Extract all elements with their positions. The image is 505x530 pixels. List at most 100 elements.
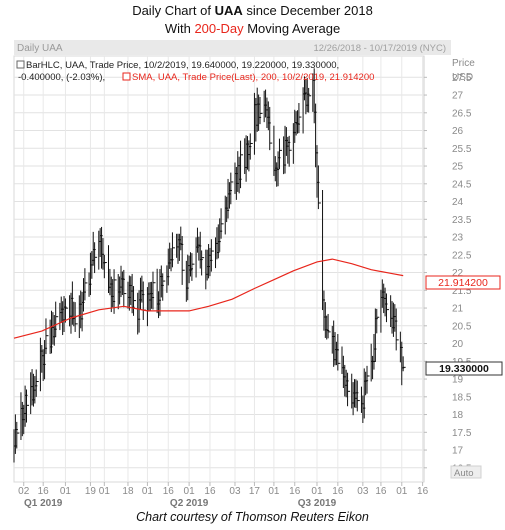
hlc-bar (327, 313, 331, 339)
x-tick-label: 01 (268, 486, 280, 497)
plot-area[interactable] (13, 55, 425, 483)
y-tick-label: 27 (452, 91, 464, 102)
hlc-bar (337, 334, 341, 371)
y-tick-label: 21 (452, 304, 464, 315)
x-tick-label: 03 (229, 486, 241, 497)
panel-date-range: 12/26/2018 - 10/17/2019 (NYC) (313, 43, 446, 54)
hlc-bar (278, 138, 282, 170)
hlc-bar (181, 236, 185, 285)
x-tick-label: 01 (311, 486, 323, 497)
y-tick-label: 25 (452, 162, 464, 173)
x-tick-label: 01 (60, 486, 72, 497)
legend-sma: SMA, UAA, Trade Price(Last), 200, 10/2/2… (132, 72, 374, 83)
chart-credit: Chart courtesy of Thomson Reuters Eikon (136, 510, 369, 524)
hlc-bar (64, 298, 68, 323)
y-tick-label: 22.5 (452, 250, 472, 261)
hlc-bar (356, 380, 360, 412)
hlc-bar (16, 421, 20, 449)
hlc-bar (347, 372, 351, 407)
quarter-label: Q3 2019 (298, 498, 337, 509)
hlc-bar (35, 369, 39, 397)
sma-value-tag: 21.914200 (425, 275, 501, 290)
y-tick-label: 27.5 (452, 73, 472, 84)
hlc-bar (220, 208, 224, 239)
x-tick-label: 18 (122, 486, 134, 497)
hlc-bar (376, 308, 380, 334)
y-tick-label: 25.5 (452, 144, 472, 155)
hlc-bar (385, 293, 389, 323)
hlc-bar (249, 133, 253, 160)
hlc-bar (395, 308, 399, 351)
x-tick-label: 16 (38, 486, 50, 497)
price-bars (13, 68, 406, 463)
sma-value-tag-text: 21.914200 (438, 277, 488, 289)
axis-header-price: Price (452, 58, 475, 69)
y-tick-label: 17 (452, 446, 464, 457)
gridlines (14, 56, 424, 482)
x-tick-label: 01 (184, 486, 196, 497)
hlc-bar (230, 172, 234, 205)
y-axis-ticks: 16.51717.51818.51919.52020.52121.52222.5… (424, 73, 472, 474)
hlc-bar (259, 96, 263, 125)
y-tick-label: 22 (452, 268, 464, 279)
x-tick-label: 16 (417, 486, 429, 497)
hlc-bar (366, 365, 370, 394)
x-tick-label: 16 (163, 486, 175, 497)
x-tick-label: 16 (332, 486, 344, 497)
x-axis-ticks: 02 16 01 19 01 18 01 16 01 16 03 17 01 16 01 16 03 16 01 16 (18, 482, 429, 497)
ticker-symbol: UAA (214, 3, 243, 18)
hlc-bar (152, 271, 156, 310)
y-tick-label: 17.5 (452, 428, 472, 439)
hlc-bar (288, 135, 292, 167)
hlc-bar (210, 239, 214, 272)
last-value-tag-text: 19.330000 (439, 363, 489, 375)
hlc-bar (55, 301, 59, 338)
x-tick-label: 01 (142, 486, 154, 497)
legend-bar-line1: BarHLC, UAA, Trade Price, 10/2/2019, 19.… (26, 60, 339, 71)
hlc-bar (123, 269, 127, 308)
quarter-label: Q2 2019 (170, 498, 209, 509)
panel-header-bar (14, 40, 451, 55)
y-tick-label: 23.5 (452, 215, 472, 226)
bar-series-checkbox[interactable] (16, 60, 25, 69)
hlc-bar (26, 389, 30, 423)
x-tick-label: 16 (204, 486, 216, 497)
auto-button-label: Auto (454, 468, 474, 479)
hlc-bar (94, 242, 98, 274)
hlc-bar (317, 165, 321, 210)
hlc-bar (162, 273, 166, 301)
x-tick-label: 19 (85, 486, 97, 497)
quarter-labels: Q1 2019 Q2 2019 Q3 2019 (24, 498, 337, 509)
y-tick-label: 26.5 (452, 108, 472, 119)
y-tick-label: 20 (452, 339, 464, 350)
hlc-bar (298, 103, 302, 134)
y-tick-label: 18.5 (452, 392, 472, 403)
hlc-bar (308, 87, 312, 113)
hlc-bar (84, 268, 88, 301)
sma-series-checkbox[interactable] (122, 72, 131, 81)
chart-title-line-2: With 200-Day Moving Average (164, 21, 341, 36)
hlc-bar (191, 253, 195, 281)
y-tick-label: 18 (452, 410, 464, 421)
auto-button[interactable] (450, 465, 482, 479)
y-tick-label: 19 (452, 375, 464, 386)
x-tick-label: 01 (99, 486, 111, 497)
hlc-bar (133, 286, 137, 316)
x-tick-label: 16 (289, 486, 301, 497)
quarter-label: Q1 2019 (24, 498, 63, 509)
y-tick-label: 24.5 (452, 179, 472, 190)
y-tick-label: 24 (452, 197, 464, 208)
x-tick-label: 02 (18, 486, 30, 497)
hlc-bar-last (402, 356, 406, 372)
x-tick-label: 16 (375, 486, 387, 497)
ma-period-highlight: 200-Day (194, 21, 244, 36)
hlc-bar (45, 318, 49, 355)
chart-title-line-1: Daily Chart of UAA since December 2018 (132, 3, 373, 18)
legend-bar-line2: -0.400000, (-2.03%), (18, 72, 105, 83)
hlc-bar (171, 232, 175, 268)
hlc-bar (201, 250, 205, 276)
x-tick-label: 01 (396, 486, 408, 497)
panel-name: Daily UAA (17, 43, 63, 54)
sma-200-line (13, 258, 404, 339)
